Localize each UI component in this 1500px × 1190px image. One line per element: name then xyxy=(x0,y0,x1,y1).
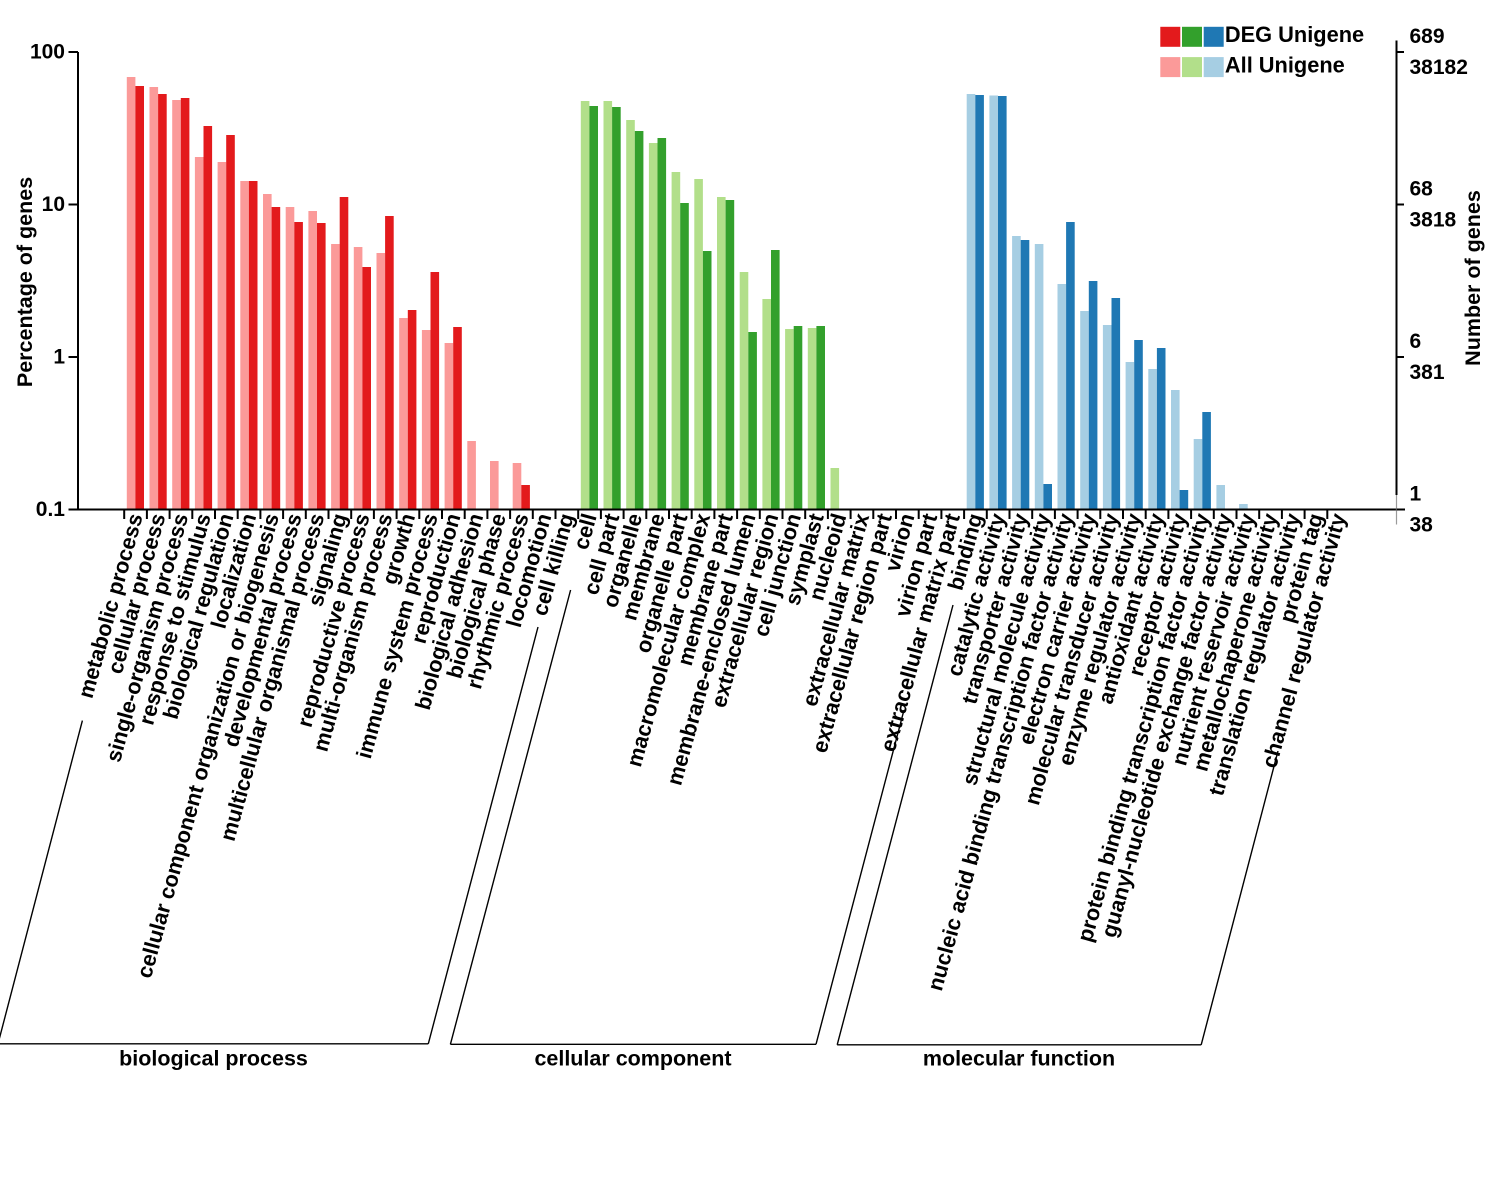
svg-text:38182: 38182 xyxy=(1410,56,1468,79)
svg-text:38: 38 xyxy=(1410,514,1434,537)
svg-text:biological process: biological process xyxy=(119,1047,308,1071)
svg-text:6: 6 xyxy=(1410,330,1422,353)
svg-text:0.1: 0.1 xyxy=(36,498,66,521)
svg-text:Percentage of genes: Percentage of genes xyxy=(13,177,37,387)
svg-text:100: 100 xyxy=(30,41,65,64)
svg-text:molecular function: molecular function xyxy=(923,1047,1115,1071)
svg-text:DEG Unigene: DEG Unigene xyxy=(1225,22,1364,47)
svg-text:Number of genes: Number of genes xyxy=(1461,190,1485,366)
svg-text:689: 689 xyxy=(1410,25,1445,48)
svg-text:1: 1 xyxy=(53,346,65,369)
svg-text:68: 68 xyxy=(1410,178,1434,201)
svg-text:10: 10 xyxy=(42,193,65,216)
svg-text:All Unigene: All Unigene xyxy=(1225,52,1345,77)
svg-text:1: 1 xyxy=(1410,483,1422,506)
svg-text:cellular component: cellular component xyxy=(534,1047,731,1071)
svg-text:381: 381 xyxy=(1410,361,1445,384)
svg-text:3818: 3818 xyxy=(1410,209,1457,232)
